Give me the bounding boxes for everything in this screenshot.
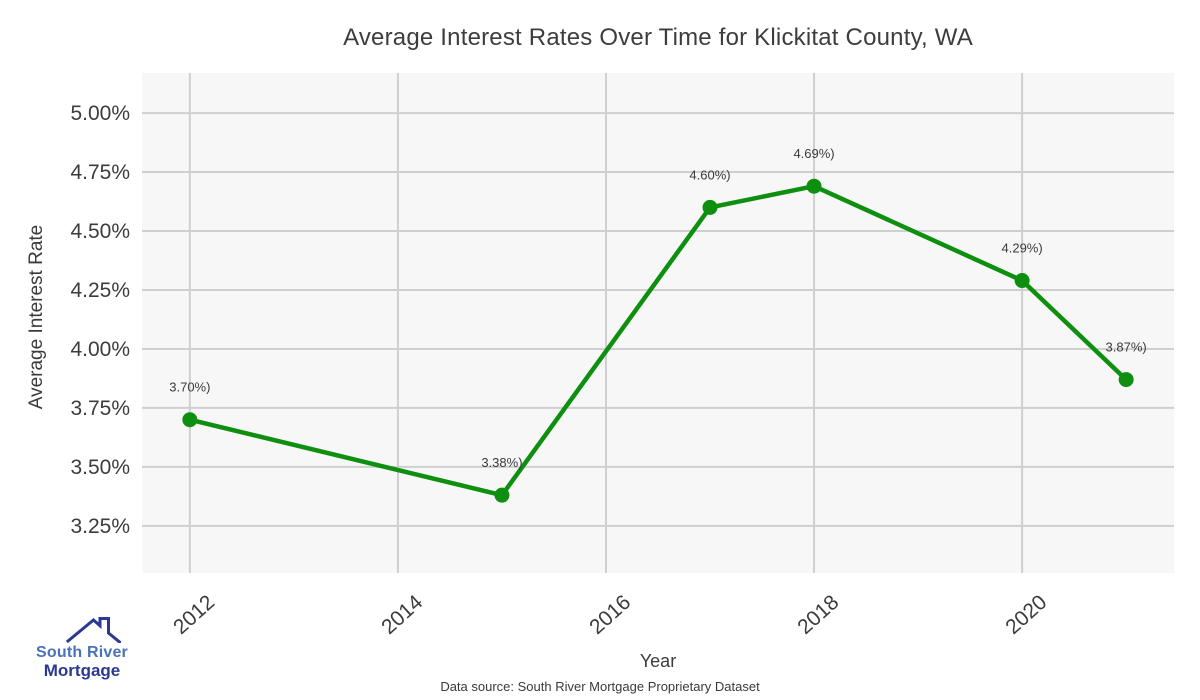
y-axis-title: Average Interest Rate	[26, 225, 47, 409]
data-point-marker	[182, 412, 198, 428]
x-tick-label: 2014	[377, 590, 427, 639]
x-tick-label: 2020	[1001, 591, 1051, 639]
data-point-marker	[806, 178, 822, 194]
data-point-label: 3.38%)	[481, 455, 522, 470]
data-point-marker	[702, 199, 718, 215]
y-tick-label: 5.00%	[70, 102, 130, 125]
x-tick-label: 2018	[793, 591, 843, 639]
data-source-note: Data source: South River Mortgage Propri…	[440, 679, 760, 694]
y-tick-label: 4.25%	[70, 279, 130, 302]
data-point-label: 3.87%)	[1106, 340, 1147, 355]
x-tick-label: 2016	[585, 591, 635, 639]
y-tick-label: 4.75%	[70, 161, 130, 184]
plot-area	[142, 73, 1174, 573]
brand-name-line2: Mortgage	[43, 661, 121, 680]
y-tick-label: 3.50%	[70, 456, 130, 479]
data-point-label: 4.69%)	[793, 146, 834, 161]
y-tick-label: 3.25%	[70, 515, 130, 538]
y-tick-label: 3.75%	[70, 397, 130, 420]
series-line	[187, 183, 1129, 498]
data-point-marker	[1014, 273, 1030, 289]
data-point-marker	[494, 487, 510, 503]
house-roof-path	[65, 617, 121, 643]
y-tick-label: 4.00%	[70, 338, 130, 361]
data-point-marker	[1118, 372, 1134, 388]
house-roof-icon	[65, 617, 121, 643]
x-axis-title: Year	[640, 651, 676, 671]
data-point-label: 3.70%)	[169, 380, 210, 395]
x-tick-label: 2012	[169, 591, 219, 639]
data-point-label: 4.29%)	[1002, 241, 1043, 256]
brand-name-line1: South River	[36, 644, 128, 661]
data-point-label: 4.60%)	[689, 167, 730, 182]
brand-logo: South River Mortgage	[20, 612, 144, 694]
y-tick-label: 4.50%	[70, 220, 130, 243]
chart-title: Average Interest Rates Over Time for Kli…	[343, 24, 973, 51]
